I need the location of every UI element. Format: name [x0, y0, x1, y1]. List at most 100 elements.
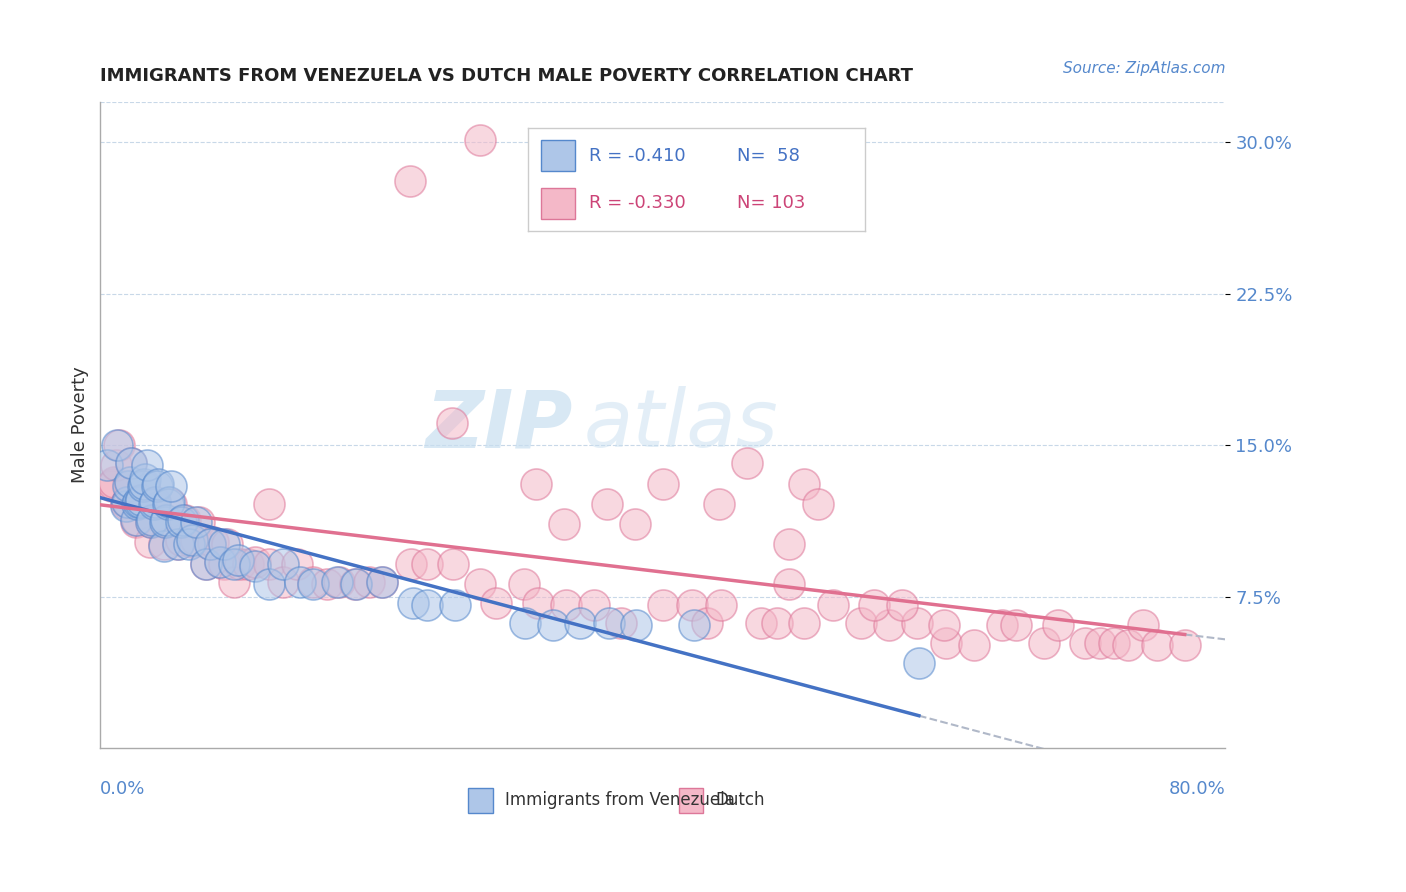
Point	[105, 438, 128, 452]
Point	[120, 456, 142, 470]
Point	[143, 494, 166, 508]
Point	[934, 617, 956, 632]
Point	[96, 458, 118, 473]
Point	[146, 476, 169, 491]
Point	[114, 497, 136, 511]
Point	[131, 478, 153, 492]
Point	[198, 537, 221, 551]
Point	[710, 598, 733, 612]
Point	[201, 535, 224, 549]
Point	[370, 575, 392, 590]
Point	[124, 515, 146, 529]
Point	[328, 575, 350, 590]
Point	[194, 558, 217, 572]
Point	[222, 575, 245, 590]
Point	[681, 598, 703, 612]
Point	[257, 577, 280, 591]
Point	[398, 174, 420, 188]
Point	[624, 617, 647, 632]
Point	[271, 558, 294, 572]
Point	[1005, 617, 1028, 632]
Point	[118, 478, 141, 492]
Point	[194, 558, 217, 572]
Point	[139, 515, 162, 529]
Point	[468, 133, 491, 147]
Point	[401, 596, 423, 610]
Point	[103, 475, 125, 489]
Point	[441, 558, 464, 572]
Point	[139, 515, 162, 529]
Point	[891, 598, 914, 612]
Point	[879, 617, 901, 632]
Point	[125, 497, 148, 511]
Point	[1118, 638, 1140, 652]
Point	[129, 492, 152, 507]
Point	[117, 478, 139, 492]
Point	[184, 515, 207, 529]
Point	[187, 515, 209, 529]
Point	[155, 515, 177, 529]
Point	[651, 476, 673, 491]
Point	[177, 537, 200, 551]
Point	[553, 516, 575, 531]
Point	[172, 513, 194, 527]
Point	[737, 456, 759, 470]
Point	[325, 575, 347, 590]
Point	[1074, 636, 1097, 650]
Point	[623, 516, 645, 531]
Point	[129, 492, 152, 507]
Point	[101, 476, 124, 491]
Point	[651, 598, 673, 612]
Point	[104, 458, 127, 473]
Point	[170, 515, 193, 529]
Text: Source: ZipAtlas.com: Source: ZipAtlas.com	[1063, 62, 1226, 76]
Point	[198, 537, 221, 551]
Point	[1174, 638, 1197, 652]
Point	[243, 555, 266, 569]
Point	[301, 577, 323, 591]
Point	[145, 478, 167, 492]
Point	[118, 475, 141, 489]
Point	[709, 497, 731, 511]
Point	[863, 598, 886, 612]
Point	[128, 494, 150, 508]
Point	[484, 596, 506, 610]
Point	[513, 615, 536, 630]
Point	[131, 494, 153, 508]
Point	[440, 416, 463, 430]
Point	[138, 535, 160, 549]
Point	[142, 497, 165, 511]
Point	[1146, 638, 1168, 652]
Point	[159, 497, 181, 511]
Point	[208, 555, 231, 569]
Point	[141, 513, 163, 527]
Point	[793, 476, 815, 491]
Point	[541, 617, 564, 632]
Point	[159, 478, 181, 492]
Point	[991, 617, 1014, 632]
Text: atlas: atlas	[583, 386, 779, 464]
Point	[823, 598, 845, 612]
Point	[257, 558, 280, 572]
Point	[226, 553, 249, 567]
Point	[127, 494, 149, 508]
Point	[343, 577, 366, 591]
Point	[100, 478, 122, 492]
Point	[609, 615, 631, 630]
Point	[526, 596, 548, 610]
Point	[166, 537, 188, 551]
Y-axis label: Male Poverty: Male Poverty	[72, 367, 89, 483]
Point	[152, 539, 174, 553]
Point	[357, 575, 380, 590]
Point	[851, 615, 873, 630]
Point	[132, 476, 155, 491]
Point	[212, 558, 235, 572]
Point	[1047, 617, 1070, 632]
Point	[582, 598, 605, 612]
Point	[468, 577, 491, 591]
Point	[315, 577, 337, 591]
Point	[141, 513, 163, 527]
Point	[166, 537, 188, 551]
Point	[415, 598, 437, 612]
Point	[301, 575, 323, 590]
